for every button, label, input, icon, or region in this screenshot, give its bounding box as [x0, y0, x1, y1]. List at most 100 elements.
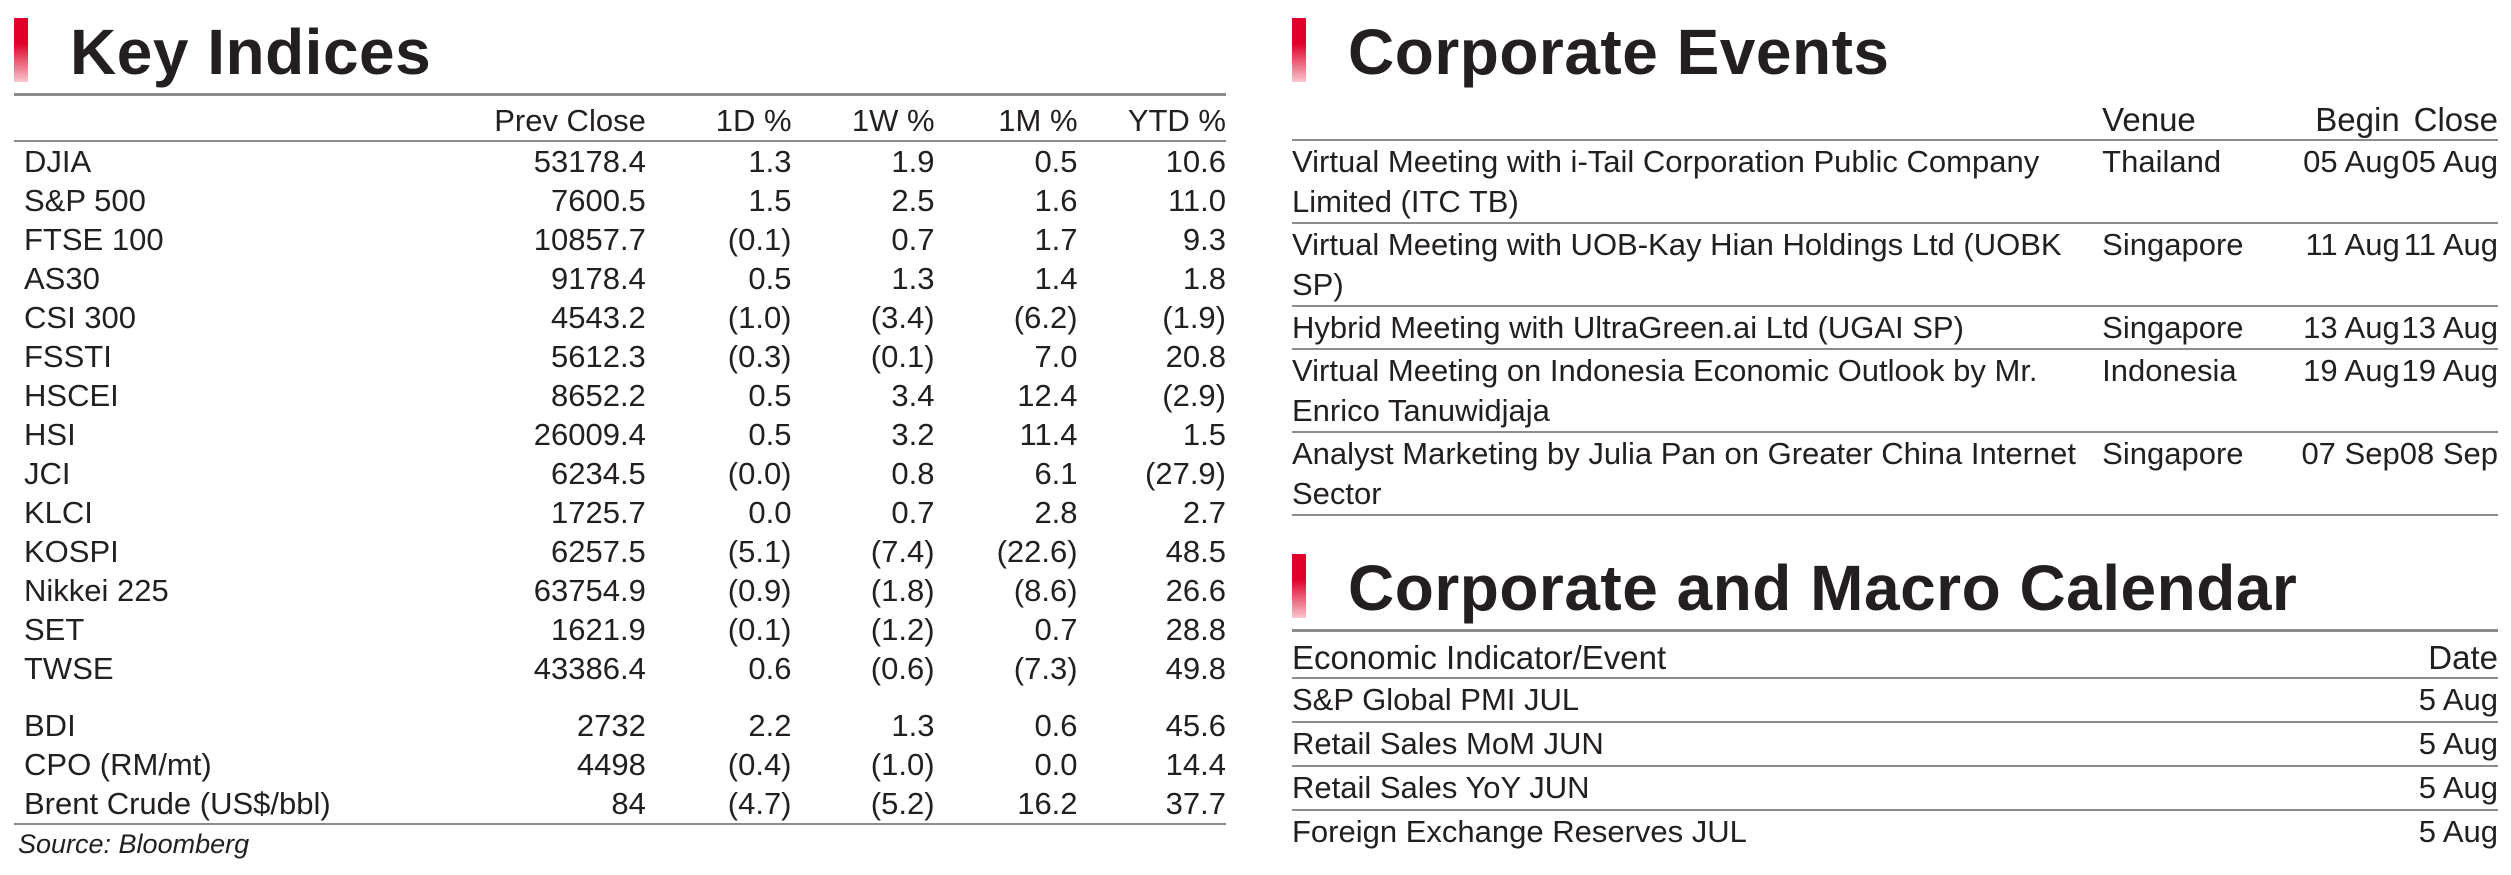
value-d1: 0.6: [748, 651, 792, 686]
table-row: S&P Global PMI JUL 5 Aug: [1292, 678, 2498, 722]
indicator-date: 5 Aug: [2418, 814, 2498, 849]
value-w1: (3.4): [870, 300, 935, 335]
value-ytd: (1.9): [1162, 300, 1226, 335]
value-w1: (0.1): [870, 339, 935, 374]
value-m1: 7.0: [1034, 339, 1078, 374]
corporate-events-header: Corporate Events: [1292, 0, 2498, 96]
1d-header: 1D %: [715, 103, 792, 138]
value-prev-close: 1725.7: [550, 495, 646, 530]
value-d1: 2.2: [748, 708, 792, 743]
index-name: CPO (RM/mt): [24, 747, 212, 782]
ytd-header: YTD %: [1127, 103, 1226, 138]
value-d1: 0.5: [748, 261, 792, 296]
begin-header: Begin: [2315, 101, 2400, 138]
value-w1: 0.7: [891, 495, 935, 530]
corporate-events-panel: Corporate Events Venue Begin Close Virtu…: [1292, 0, 2498, 516]
table-row: SET 1621.9 (0.1) (1.2) 0.7 28.8: [14, 610, 1226, 649]
value-prev-close: 6257.5: [550, 534, 646, 569]
value-prev-close: 4543.2: [550, 300, 646, 335]
index-name: KOSPI: [24, 534, 119, 569]
value-d1: (0.1): [727, 612, 792, 647]
table-row: CSI 300 4543.2 (1.0) (3.4) (6.2) (1.9): [14, 298, 1226, 337]
index-name: JCI: [24, 456, 71, 491]
value-d1: (0.4): [727, 747, 792, 782]
indicator-date: 5 Aug: [2418, 726, 2498, 761]
value-prev-close: 53178.4: [533, 144, 646, 179]
table-row: FTSE 100 10857.7 (0.1) 0.7 1.7 9.3: [14, 220, 1226, 259]
index-name: CSI 300: [24, 300, 137, 335]
value-d1: 0.0: [748, 495, 792, 530]
title-divider: [1292, 629, 2498, 632]
corporate-events-title: Corporate Events: [1348, 16, 1890, 88]
event-name: Hybrid Meeting with UltraGreen.ai Ltd (U…: [1292, 310, 1964, 345]
value-d1: (0.0): [727, 456, 792, 491]
event-close-date: 08 Sep: [2399, 436, 2498, 471]
value-w1: (5.2): [791, 784, 935, 825]
event-name: Virtual Meeting with UOB-Kay Hian Holdin…: [1292, 227, 2062, 302]
value-m1: 12.4: [1017, 378, 1078, 413]
value-prev-close: 10857.7: [533, 222, 646, 257]
value-d1: 0.5: [748, 417, 792, 452]
value-d1: (5.1): [727, 534, 792, 569]
value-m1: 0.0: [1034, 747, 1078, 782]
index-name: HSI: [24, 417, 76, 452]
table-row: Nikkei 225 63754.9 (0.9) (1.8) (8.6) 26.6: [14, 571, 1226, 610]
key-indices-panel: Key Indices Prev Close 1D % 1W % 1M % YT…: [14, 0, 1226, 860]
value-ytd: 49.8: [1165, 651, 1226, 686]
value-ytd: 20.8: [1165, 339, 1226, 374]
value-m1: (6.2): [1013, 300, 1078, 335]
value-m1: 16.2: [934, 784, 1078, 825]
1w-header: 1W %: [851, 103, 935, 138]
table-row: KOSPI 6257.5 (5.1) (7.4) (22.6) 48.5: [14, 532, 1226, 571]
calendar-table: Economic Indicator/Event Date S&P Global…: [1292, 632, 2498, 853]
event-venue: Singapore: [2102, 227, 2244, 262]
table-row: FSSTI 5612.3 (0.3) (0.1) 7.0 20.8: [14, 337, 1226, 376]
event-begin-date: 07 Sep: [2301, 436, 2400, 471]
event-close-date: 13 Aug: [2401, 310, 2498, 345]
title-accent-bar: [1292, 18, 1306, 82]
value-d1: (0.9): [727, 573, 792, 608]
event-close-date: 19 Aug: [2401, 353, 2498, 388]
index-name: S&P 500: [24, 183, 146, 218]
key-indices-header-row: Prev Close 1D % 1W % 1M % YTD %: [14, 96, 1226, 141]
value-ytd: (2.9): [1162, 378, 1226, 413]
value-ytd: 1.5: [1182, 417, 1226, 452]
index-name: FTSE 100: [24, 222, 164, 257]
value-w1: 1.3: [891, 261, 935, 296]
value-w1: 3.4: [891, 378, 935, 413]
value-prev-close: 8652.2: [550, 378, 646, 413]
calendar-header-row: Economic Indicator/Event Date: [1292, 632, 2498, 678]
table-row: Foreign Exchange Reserves JUL 5 Aug: [1292, 810, 2498, 853]
event-name: Virtual Meeting with i-Tail Corporation …: [1292, 144, 2040, 219]
table-row: KLCI 1725.7 0.0 0.7 2.8 2.7: [14, 493, 1226, 532]
key-indices-title: Key Indices: [70, 16, 432, 88]
value-d1: 1.5: [748, 183, 792, 218]
table-row: AS30 9178.4 0.5 1.3 1.4 1.8: [14, 259, 1226, 298]
value-w1: 0.7: [891, 222, 935, 257]
title-accent-bar: [1292, 554, 1306, 618]
event-venue: Singapore: [2102, 436, 2244, 471]
value-prev-close: 1621.9: [550, 612, 646, 647]
spacer-row: [14, 688, 1226, 706]
value-ytd: 28.8: [1165, 612, 1226, 647]
value-prev-close: 84: [441, 784, 646, 825]
value-w1: 3.2: [891, 417, 935, 452]
value-d1: (0.3): [727, 339, 792, 374]
value-prev-close: 43386.4: [533, 651, 646, 686]
value-prev-close: 5612.3: [550, 339, 646, 374]
value-ytd: 2.7: [1182, 495, 1226, 530]
prev-close-header: Prev Close: [494, 103, 646, 138]
value-d1: (0.1): [727, 222, 792, 257]
value-m1: 0.7: [1034, 612, 1078, 647]
value-ytd: 37.7: [1077, 784, 1226, 825]
event-close-date: 11 Aug: [2403, 227, 2498, 262]
value-w1: (7.4): [870, 534, 935, 569]
index-name: TWSE: [24, 651, 114, 686]
calendar-panel: Corporate and Macro Calendar Economic In…: [1292, 536, 2498, 853]
event-begin-date: 11 Aug: [2305, 227, 2400, 262]
value-w1: 2.5: [891, 183, 935, 218]
value-m1: 11.4: [1019, 417, 1078, 452]
indicator-date: 5 Aug: [2418, 682, 2498, 717]
indicator-name: S&P Global PMI JUL: [1292, 682, 1580, 717]
table-row: Retail Sales YoY JUN 5 Aug: [1292, 766, 2498, 810]
